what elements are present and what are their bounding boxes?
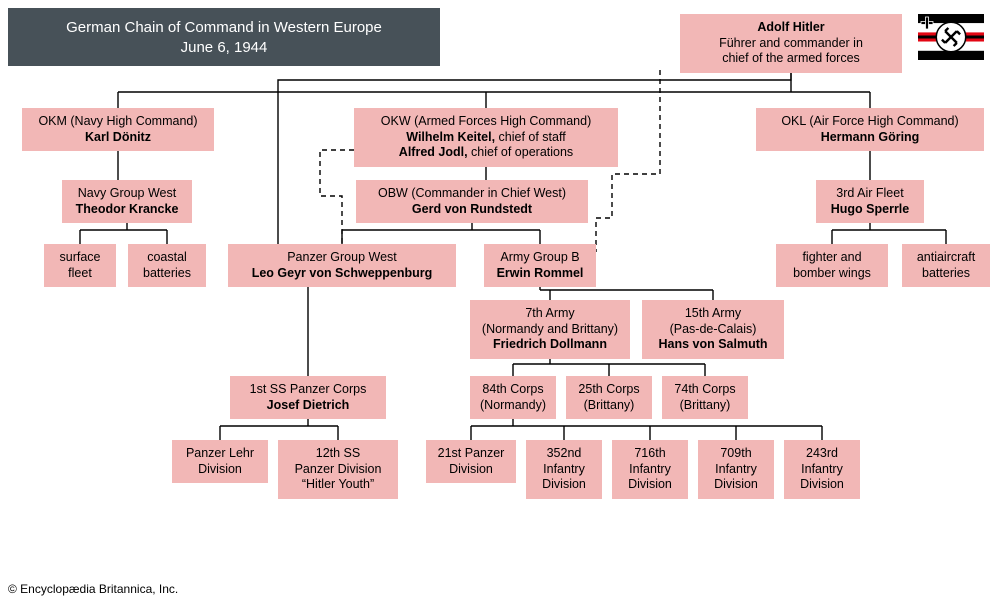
node-c25: 25th Corps(Brittany) (566, 376, 652, 419)
kriegsmarine-flag (918, 14, 984, 60)
node-p21: 21st PanzerDivision (426, 440, 516, 483)
node-i709: 709thInfantryDivision (698, 440, 774, 499)
node-a15: 15th Army(Pas-de-Calais)Hans von Salmuth (642, 300, 784, 359)
node-plehr: Panzer LehrDivision (172, 440, 268, 483)
node-ss1: 1st SS Panzer CorpsJosef Dietrich (230, 376, 386, 419)
node-aab: antiaircraftbatteries (902, 244, 990, 287)
title-line2: June 6, 1944 (181, 39, 268, 56)
node-agb: Army Group BErwin Rommel (484, 244, 596, 287)
node-i352: 352ndInfantryDivision (526, 440, 602, 499)
node-okm: OKM (Navy High Command)Karl Dönitz (22, 108, 214, 151)
node-a7: 7th Army(Normandy and Brittany)Friedrich… (470, 300, 630, 359)
node-ngw: Navy Group WestTheodor Krancke (62, 180, 192, 223)
node-c84: 84th Corps(Normandy) (470, 376, 556, 419)
node-okw: OKW (Armed Forces High Command)Wilhelm K… (354, 108, 618, 167)
node-coastal: coastalbatteries (128, 244, 206, 287)
node-okl: OKL (Air Force High Command)Hermann Göri… (756, 108, 984, 151)
node-i243: 243rdInfantryDivision (784, 440, 860, 499)
node-obw: OBW (Commander in Chief West)Gerd von Ru… (356, 180, 588, 223)
node-pgw: Panzer Group WestLeo Geyr von Schweppenb… (228, 244, 456, 287)
node-ss12: 12th SSPanzer Division“Hitler Youth” (278, 440, 398, 499)
node-af3: 3rd Air FleetHugo Sperrle (816, 180, 924, 223)
title-line1: German Chain of Command in Western Europ… (66, 19, 382, 36)
node-sfleet: surfacefleet (44, 244, 116, 287)
node-c74: 74th Corps(Brittany) (662, 376, 748, 419)
chart-title: German Chain of Command in Western Europ… (8, 8, 440, 66)
copyright-text: © Encyclopædia Britannica, Inc. (8, 582, 178, 596)
node-fbw: fighter andbomber wings (776, 244, 888, 287)
node-i716: 716thInfantryDivision (612, 440, 688, 499)
node-hitler: Adolf HitlerFührer and commander inchief… (680, 14, 902, 73)
